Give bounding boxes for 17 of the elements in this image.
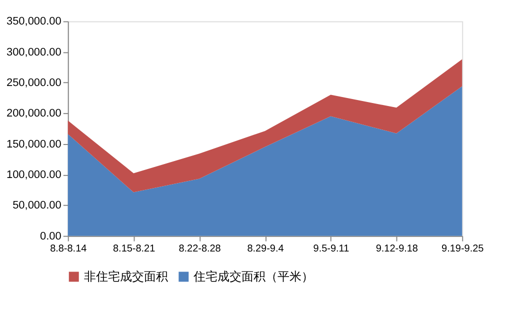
x-tick-label: 8.8-8.14 [50,243,88,254]
y-tick-label: 350,000.00 [6,16,62,28]
x-tick-label: 8.22-8.28 [178,243,222,254]
y-tick-label: 0.00 [40,230,62,242]
y-tick-label: 250,000.00 [6,77,62,90]
x-tick-label: 9.5-9.11 [313,243,350,254]
legend-label: 住宅成交面积（平米） [192,270,314,284]
x-tick-label: 9.12-9.18 [376,243,418,254]
y-tick-label: 300,000.00 [6,46,62,58]
y-tick-label: 150,000.00 [6,138,62,150]
x-tick-label: 9.19-9.25 [442,243,484,254]
y-tick-label: 200,000.00 [6,108,62,120]
x-tick-label: 8.29-9.4 [247,243,284,254]
legend-label: 非住宅成交面积 [84,270,168,284]
x-tick-label: 8.15-8.21 [113,243,156,254]
y-tick-label: 100,000.00 [6,169,62,182]
y-tick-label: 50,000.00 [12,200,62,212]
